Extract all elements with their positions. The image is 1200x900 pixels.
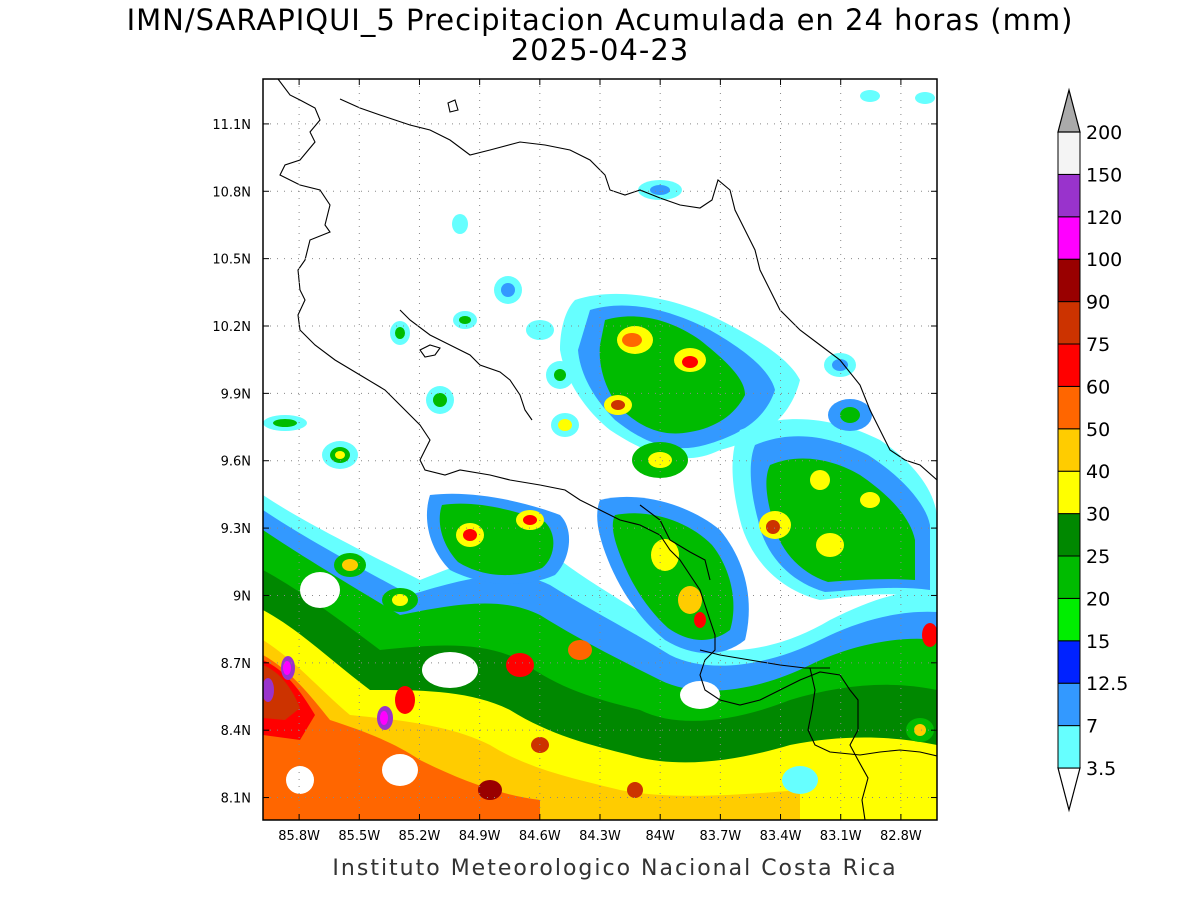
- colorbar-swatch: [1057, 428, 1081, 472]
- grid-lines: [263, 79, 937, 820]
- lat-tick-label: 10.5N: [212, 253, 251, 268]
- lon-tick-label: 84W: [645, 829, 675, 844]
- colorbar-swatch: [1057, 470, 1081, 515]
- colorbar-label: 12.5: [1086, 673, 1128, 695]
- coastlines: [263, 79, 937, 820]
- colorbar-label: 3.5: [1086, 758, 1116, 780]
- colorbar-label: 100: [1086, 249, 1122, 271]
- colorbar-label: 30: [1086, 504, 1110, 526]
- lat-tick-label: 9N: [233, 589, 251, 604]
- colorbar-label: 20: [1086, 588, 1110, 610]
- colorbar-label: 15: [1086, 631, 1110, 653]
- lat-tick-label: 8.4N: [221, 724, 251, 739]
- colorbar-label: 7: [1086, 716, 1098, 738]
- colorbar-swatch: [1057, 173, 1081, 218]
- precipitation-field: [263, 90, 937, 820]
- colorbar-swatch: [1057, 555, 1081, 599]
- lat-tick-label: 10.8N: [212, 185, 251, 200]
- colorbar-swatch: [1057, 725, 1081, 769]
- lat-tick-label: 9.9N: [221, 387, 251, 402]
- colorbar: 3.5 7 12.5 15 20 25 30 40 50 60 75 90 100 120 150 200: [1057, 87, 1128, 813]
- lon-tick-label: 83.1W: [820, 829, 862, 844]
- lon-tick-label: 83.7W: [699, 829, 741, 844]
- colorbar-swatch: [1057, 131, 1081, 175]
- colorbar-label: 50: [1086, 419, 1110, 441]
- colorbar-label: 200: [1086, 122, 1122, 144]
- colorbar-min-arrow: [1057, 767, 1081, 813]
- colorbar-swatch: [1057, 301, 1081, 345]
- colorbar-label: 120: [1086, 207, 1122, 229]
- colorbar-swatch: [1057, 597, 1081, 642]
- map-date: 2025-04-23: [510, 33, 690, 67]
- lon-tick-label: 84.6W: [519, 829, 561, 844]
- lat-tick-label: 11.1N: [212, 118, 251, 133]
- axis-ticks: 85.8W 85.5W 85.2W 84.9W 84.6W 84.3W 84W 83.7W 83…: [212, 79, 937, 844]
- colorbar-swatch: [1057, 682, 1081, 727]
- lon-tick-label: 85.5W: [338, 829, 380, 844]
- colorbar-max-arrow: [1057, 87, 1081, 133]
- lon-tick-label: 85.2W: [399, 829, 441, 844]
- colorbar-label: 40: [1086, 461, 1110, 483]
- colorbar-label: 25: [1086, 546, 1110, 568]
- lon-tick-label: 84.9W: [459, 829, 501, 844]
- colorbar-swatch: [1057, 343, 1081, 387]
- lat-tick-label: 9.3N: [221, 522, 251, 537]
- colorbar-label: 90: [1086, 292, 1110, 314]
- lat-tick-label: 8.7N: [221, 657, 251, 672]
- colorbar-label: 60: [1086, 376, 1110, 398]
- footer-credit: Instituto Meteorologico Nacional Costa R…: [332, 856, 898, 881]
- lat-tick-label: 9.6N: [221, 455, 251, 470]
- colorbar-swatch: [1057, 640, 1081, 684]
- lat-tick-label: 8.1N: [221, 792, 251, 807]
- colorbar-label: 150: [1086, 164, 1122, 186]
- colorbar-swatch: [1057, 216, 1081, 260]
- colorbar-swatch: [1057, 258, 1081, 303]
- lon-tick-label: 83.4W: [760, 829, 802, 844]
- lon-tick-label: 84.3W: [579, 829, 621, 844]
- lon-tick-label: 85.8W: [278, 829, 320, 844]
- map-title: IMN/SARAPIQUI_5 Precipitacion Acumulada …: [126, 3, 1074, 37]
- colorbar-label: 75: [1086, 334, 1110, 356]
- lon-tick-label: 82.8W: [880, 829, 922, 844]
- colorbar-swatch: [1057, 385, 1081, 430]
- colorbar-swatch: [1057, 513, 1081, 557]
- lat-tick-label: 10.2N: [212, 320, 251, 335]
